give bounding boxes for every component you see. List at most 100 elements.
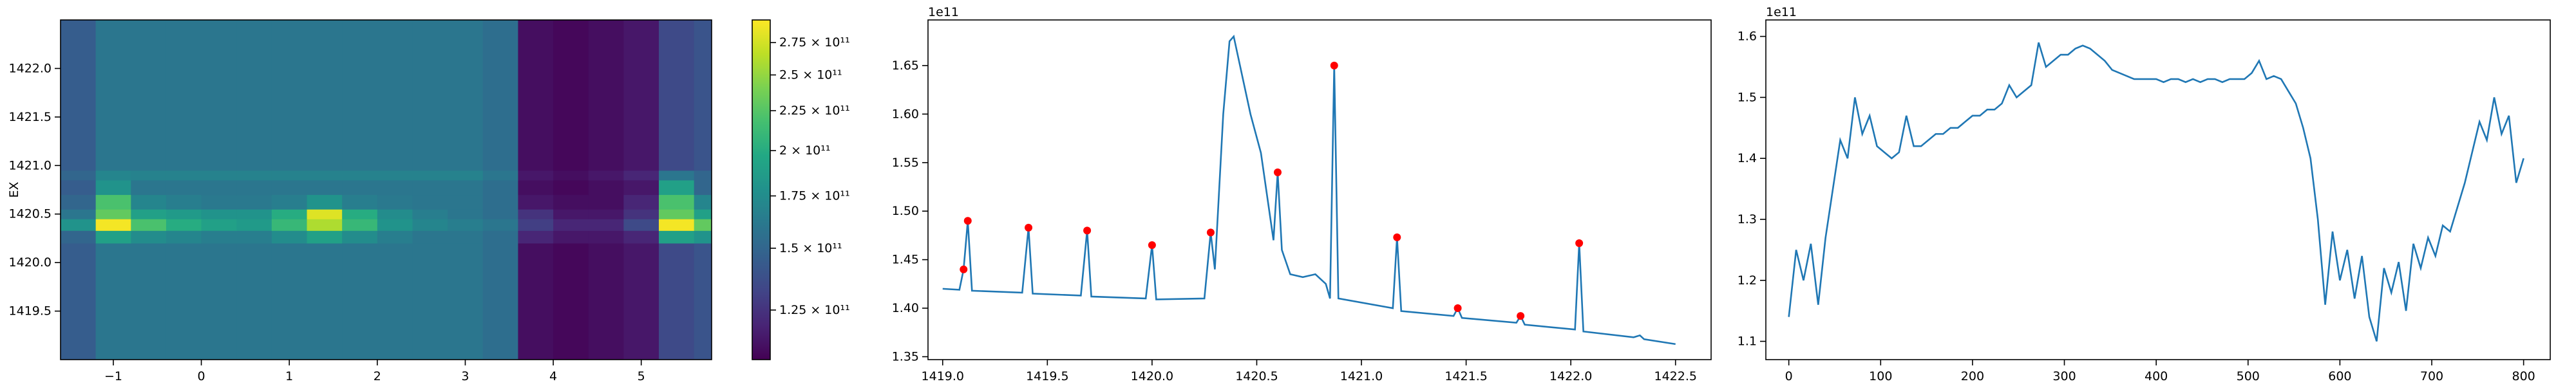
x-tick-label: 1420.5 xyxy=(1235,369,1278,383)
heatmap-cell xyxy=(342,219,378,231)
heatmap-cell xyxy=(623,194,659,210)
heatmap-cell xyxy=(131,194,167,210)
peak-marker xyxy=(1148,241,1156,249)
heatmap-cell xyxy=(271,20,308,171)
x-tick-label: 500 xyxy=(2237,369,2260,383)
heatmap-cell xyxy=(623,219,659,231)
heatmap-cell xyxy=(448,243,484,360)
heatmap-cell xyxy=(412,170,448,181)
heatmap-cell xyxy=(201,194,237,210)
heatmap-cell xyxy=(412,209,448,219)
heatmap-cell xyxy=(448,179,484,196)
heatmap-cell xyxy=(377,194,413,210)
heatmap-cell xyxy=(271,209,308,219)
y-axis-label: EX xyxy=(7,181,21,198)
heatmap-cell xyxy=(307,243,343,360)
heatmap-cell xyxy=(448,20,484,171)
peak-marker xyxy=(1454,304,1462,313)
heatmap-cell xyxy=(166,194,202,210)
heatmap-cell xyxy=(553,20,589,171)
heatmap-cell xyxy=(588,170,624,181)
y-tick-label: 1.2 xyxy=(1738,273,1757,288)
heatmap-cell xyxy=(377,219,413,231)
heatmap-cell xyxy=(271,179,308,196)
heatmap-cell xyxy=(377,230,413,244)
heatmap-cell xyxy=(342,179,378,196)
heatmap-cell xyxy=(342,243,378,360)
heatmap-cell xyxy=(342,194,378,210)
offset-text: 1e11 xyxy=(1766,5,1797,19)
y-tick-label: 1420.5 xyxy=(9,207,52,221)
peak-marker xyxy=(1025,223,1033,232)
x-tick-label: 1422.0 xyxy=(1549,369,1592,383)
peak-marker xyxy=(963,217,972,225)
heatmap-cell xyxy=(482,243,518,360)
heatmap-cell xyxy=(61,219,97,231)
colorbar-tick-label: 1.25 × 10¹¹ xyxy=(779,303,850,317)
heatmap-cell xyxy=(166,209,202,219)
heatmap-cell xyxy=(95,179,131,196)
heatmap-cell xyxy=(166,20,202,171)
x-tick-label: 700 xyxy=(2420,369,2443,383)
heatmap-cell xyxy=(95,219,131,231)
y-tick-label: 1.40 xyxy=(892,301,919,315)
heatmap-cell xyxy=(694,20,712,171)
heatmap-cell xyxy=(623,170,659,181)
heatmap-cell xyxy=(131,179,167,196)
heatmap-cell xyxy=(588,194,624,210)
x-tick-label: 5 xyxy=(638,369,645,383)
peak-marker xyxy=(1083,226,1092,235)
y-tick-label: 1422.0 xyxy=(9,61,52,75)
colorbar-tick-label: 2.75 × 10¹¹ xyxy=(779,35,850,50)
heatmap-cell xyxy=(95,243,131,360)
heatmap-cell xyxy=(553,230,589,244)
heatmap-cell xyxy=(95,170,131,181)
peak-marker xyxy=(1273,168,1282,176)
y-tick-label: 1.50 xyxy=(892,204,919,218)
heatmap-cell xyxy=(482,179,518,196)
heatmap-cell xyxy=(377,209,413,219)
heatmap-cell xyxy=(131,170,167,181)
heatmap-cell xyxy=(61,179,97,196)
heatmap-cell xyxy=(271,219,308,231)
heatmap-cell xyxy=(623,179,659,196)
heatmap-cell xyxy=(412,194,448,210)
heatmap-cell xyxy=(588,179,624,196)
heatmap-cell xyxy=(236,243,272,360)
peak-marker xyxy=(1575,239,1584,247)
colorbar-tick-label: 1.75 × 10¹¹ xyxy=(779,189,850,203)
heatmap-cell xyxy=(518,194,554,210)
heatmap-cell xyxy=(694,194,712,210)
heatmap-cell xyxy=(201,230,237,244)
heatmap-cell xyxy=(659,179,695,196)
heatmap-cell xyxy=(659,230,695,244)
y-tick-label: 1.6 xyxy=(1738,30,1757,44)
x-tick-label: 600 xyxy=(2328,369,2351,383)
heatmap-cell xyxy=(236,219,272,231)
heatmap-cell xyxy=(412,230,448,244)
x-tick-label: 1419.0 xyxy=(922,369,964,383)
heatmap-cell xyxy=(588,243,624,360)
heatmap-cell xyxy=(623,243,659,360)
x-tick-label: 1421.0 xyxy=(1340,369,1383,383)
heatmap-cell xyxy=(61,243,97,360)
heatmap-cell xyxy=(307,230,343,244)
heatmap-cell xyxy=(377,179,413,196)
heatmap xyxy=(61,20,712,360)
heatmap-cell xyxy=(307,194,343,210)
heatmap-cell xyxy=(61,209,97,219)
y-tick-label: 1419.5 xyxy=(9,304,52,318)
heatmap-cell xyxy=(518,219,554,231)
peak-marker xyxy=(1393,233,1401,241)
heatmap-cell xyxy=(482,194,518,210)
data-line xyxy=(1788,42,2524,342)
heatmap-cell xyxy=(271,243,308,360)
heatmap-cell xyxy=(307,209,343,219)
y-tick-label: 1.60 xyxy=(892,107,919,121)
x-tick-label: 4 xyxy=(549,369,557,383)
colorbar-tick-label: 1.5 × 10¹¹ xyxy=(779,241,842,255)
axes-frame xyxy=(60,19,712,360)
heatmap-cell xyxy=(307,219,343,231)
heatmap-cell xyxy=(482,219,518,231)
